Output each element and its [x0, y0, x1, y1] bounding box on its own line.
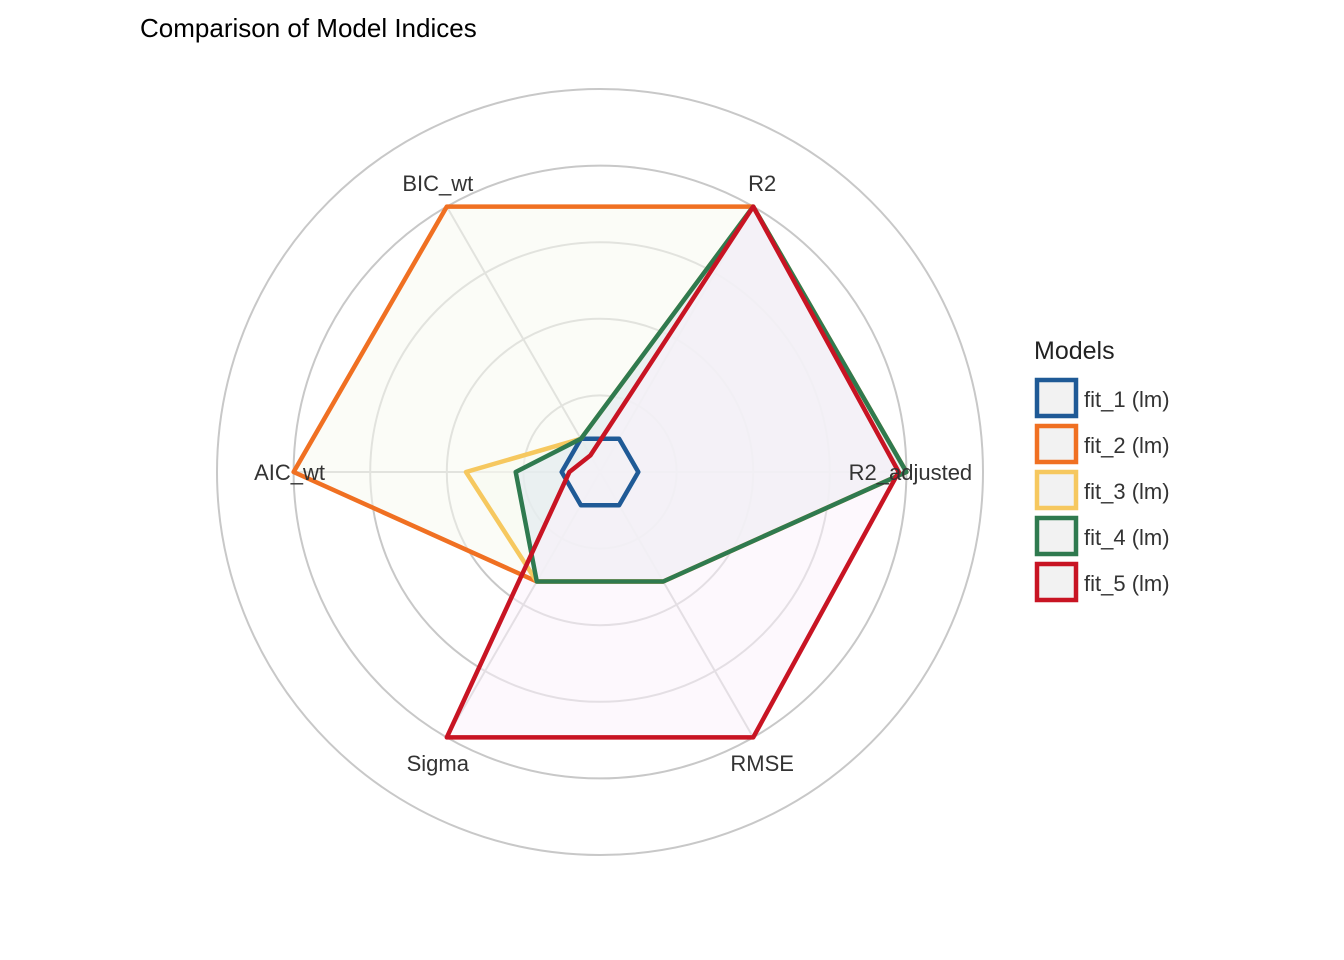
- axis-labels: R2 R2_adjusted RMSE Sigma AIC_wt BIC_wt: [254, 171, 972, 776]
- legend-label-fit-2: fit_2 (lm): [1084, 433, 1170, 458]
- series-outline-fit-5: [444, 204, 901, 740]
- axis-label-r2: R2: [748, 171, 776, 196]
- legend-label-fit-1: fit_1 (lm): [1084, 387, 1170, 412]
- legend-label-fit-4: fit_4 (lm): [1084, 525, 1170, 550]
- series-outline-fit-4: [513, 204, 909, 584]
- legend-label-fit-3: fit_3 (lm): [1084, 479, 1170, 504]
- legend-label-fit-5: fit_5 (lm): [1084, 571, 1170, 596]
- legend-swatch-fit-5: [1034, 561, 1079, 603]
- series-fill-fit-5: [446, 206, 899, 738]
- grid-ring-5: [216, 88, 984, 856]
- axis-label-r2-adjusted: R2_adjusted: [849, 460, 973, 485]
- legend: Models fit_1 (lm)fit_2 (lm)fit_3 (lm)fit…: [1034, 337, 1170, 603]
- chart-title: Comparison of Model Indices: [140, 13, 477, 43]
- legend-items: fit_1 (lm) fit_2 (lm) fit_3 (lm) fit_4 (lm)…: [1034, 377, 1170, 603]
- axis-label-sigma: Sigma: [407, 751, 470, 776]
- series-fills: [293, 206, 907, 738]
- axis-label-aic-wt: AIC_wt: [254, 460, 325, 485]
- legend-swatch-fit-4: [1034, 515, 1079, 557]
- axis-label-rmse: RMSE: [730, 751, 794, 776]
- legend-swatch-fit-2: [1034, 423, 1079, 465]
- legend-swatch-fit-1: [1034, 377, 1079, 419]
- series-lines: [291, 204, 909, 740]
- legend-title: Models: [1034, 337, 1115, 365]
- axis-label-bic-wt: BIC_wt: [402, 171, 473, 196]
- legend-swatch-fit-3: [1034, 469, 1079, 511]
